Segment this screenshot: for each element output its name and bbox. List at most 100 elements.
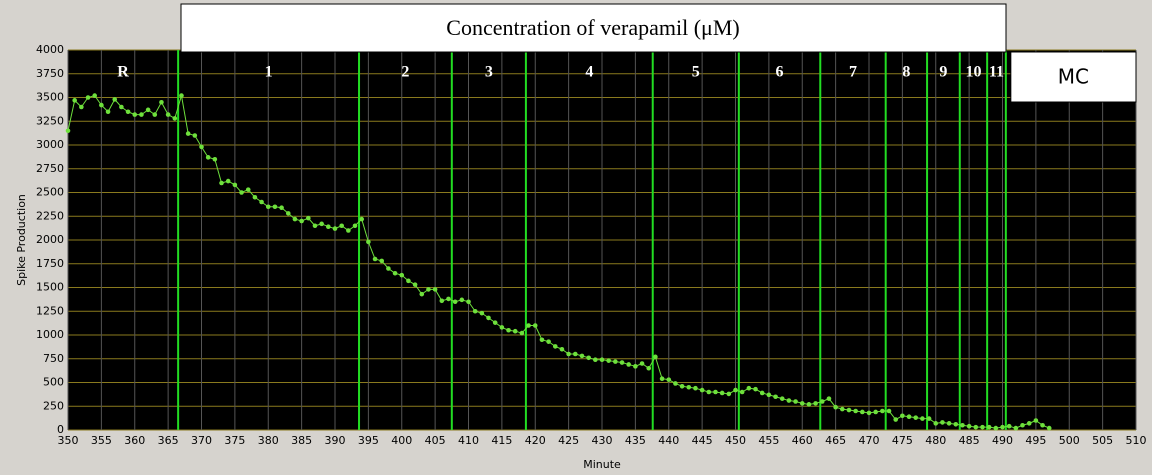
- data-point: [559, 346, 565, 352]
- y-tick-label: 2750: [36, 162, 64, 175]
- data-point: [739, 389, 745, 395]
- data-point: [265, 204, 271, 210]
- y-tick-label: 2250: [36, 209, 64, 222]
- y-tick-label: 3250: [36, 114, 64, 127]
- phase-label: 7: [849, 64, 857, 81]
- data-point: [512, 328, 518, 334]
- phase-label: 11: [989, 64, 1004, 81]
- data-point: [145, 107, 151, 113]
- data-point: [606, 358, 611, 363]
- data-point: [786, 398, 792, 403]
- data-point: [306, 215, 311, 221]
- x-tick-label: 445: [692, 434, 713, 447]
- y-tick-label: 1500: [36, 281, 64, 294]
- data-point: [573, 351, 578, 357]
- data-point: [426, 287, 431, 292]
- data-point: [993, 425, 999, 431]
- data-point: [219, 180, 224, 186]
- data-point: [1006, 423, 1012, 429]
- data-point: [72, 98, 77, 103]
- title-box: [180, 3, 1007, 53]
- data-point: [125, 109, 131, 115]
- y-tick-label: 1250: [36, 304, 64, 317]
- data-point: [880, 408, 885, 414]
- data-point: [299, 218, 304, 224]
- data-point: [706, 389, 712, 395]
- data-point: [966, 423, 972, 429]
- y-tick-label: 1750: [36, 257, 64, 270]
- data-point: [1040, 422, 1045, 428]
- x-tick-label: 430: [592, 434, 613, 447]
- data-point: [799, 401, 805, 406]
- data-point: [960, 422, 965, 428]
- phase-label: R: [117, 64, 129, 81]
- x-tick-label: 405: [425, 434, 446, 447]
- x-tick-label: 500: [1059, 434, 1080, 447]
- y-tick-label: 2000: [36, 233, 64, 246]
- data-point: [586, 355, 591, 361]
- x-tick-label: 420: [525, 434, 546, 447]
- x-tick-label: 490: [992, 434, 1013, 447]
- data-point: [853, 408, 858, 414]
- x-tick-label: 470: [859, 434, 880, 447]
- data-point: [679, 384, 685, 389]
- phase-label: 5: [692, 64, 700, 81]
- data-point: [666, 377, 672, 382]
- x-tick-label: 440: [658, 434, 679, 447]
- data-point: [633, 364, 638, 369]
- x-tick-label: 355: [91, 434, 112, 447]
- y-tick-label: 3500: [36, 91, 64, 104]
- data-point: [686, 384, 692, 390]
- data-point: [205, 155, 211, 160]
- data-point: [432, 287, 438, 292]
- phase-label: 8: [902, 64, 910, 81]
- data-point: [152, 112, 158, 117]
- data-point: [860, 409, 865, 415]
- data-point: [673, 381, 678, 386]
- data-point: [659, 376, 665, 382]
- data-point: [619, 360, 625, 365]
- x-tick-label: 400: [391, 434, 412, 447]
- phase-label: 9: [939, 64, 947, 81]
- data-point: [232, 182, 238, 188]
- data-point: [773, 394, 778, 400]
- data-point: [79, 104, 84, 110]
- data-point: [185, 131, 191, 136]
- data-point: [279, 205, 284, 210]
- data-point: [439, 298, 445, 304]
- data-point: [259, 199, 264, 205]
- data-point: [452, 299, 458, 305]
- data-point: [519, 330, 525, 336]
- x-tick-label: 455: [758, 434, 779, 447]
- data-point: [980, 424, 985, 430]
- y-tick-label: 2500: [36, 186, 64, 199]
- data-point: [132, 112, 138, 117]
- data-point: [372, 256, 378, 262]
- data-point: [105, 109, 111, 115]
- data-point: [766, 392, 772, 398]
- x-tick-label: 505: [1092, 434, 1113, 447]
- data-point: [933, 421, 939, 426]
- data-point: [419, 291, 425, 297]
- data-point: [199, 144, 204, 150]
- data-point: [339, 223, 344, 229]
- y-tick-label: 4000: [36, 43, 64, 56]
- data-point: [613, 359, 618, 364]
- phase-label: 6: [776, 64, 784, 81]
- x-tick-label: 475: [892, 434, 913, 447]
- x-tick-label: 360: [124, 434, 145, 447]
- phase-label: 10: [965, 64, 981, 81]
- data-point: [826, 396, 832, 401]
- data-point: [813, 401, 818, 406]
- data-point: [646, 365, 652, 371]
- data-point: [1000, 424, 1005, 430]
- data-point: [906, 414, 912, 420]
- phase-label: 3: [485, 64, 493, 81]
- phase-box: [1010, 51, 1137, 103]
- x-tick-label: 460: [792, 434, 813, 447]
- data-point: [472, 308, 478, 314]
- x-tick-label: 425: [558, 434, 579, 447]
- data-point: [212, 156, 218, 162]
- data-point: [986, 424, 992, 430]
- y-tick-label: 3750: [36, 67, 64, 80]
